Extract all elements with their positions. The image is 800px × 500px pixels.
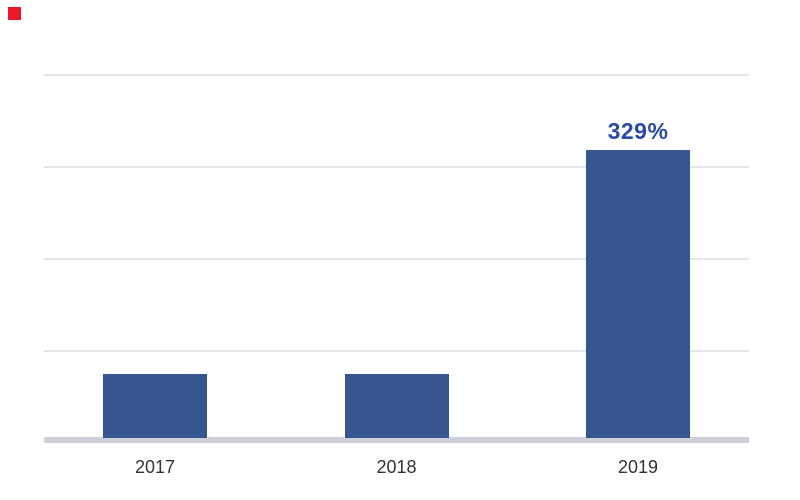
bar-2018 [345, 374, 449, 438]
bar-2019 [586, 150, 690, 438]
gridline [44, 258, 749, 260]
x-axis-baseline [44, 437, 749, 443]
red-square-marker [8, 7, 21, 20]
x-axis-label-2019: 2019 [617, 457, 659, 477]
gridline [44, 74, 749, 76]
bar-value-label-2019: 329% [607, 118, 669, 144]
x-axis-label-2018: 2018 [376, 457, 417, 477]
gridline [44, 166, 749, 168]
x-axis-label-2017: 2017 [134, 457, 176, 477]
gridline [44, 350, 749, 352]
bar-2017 [103, 374, 207, 438]
